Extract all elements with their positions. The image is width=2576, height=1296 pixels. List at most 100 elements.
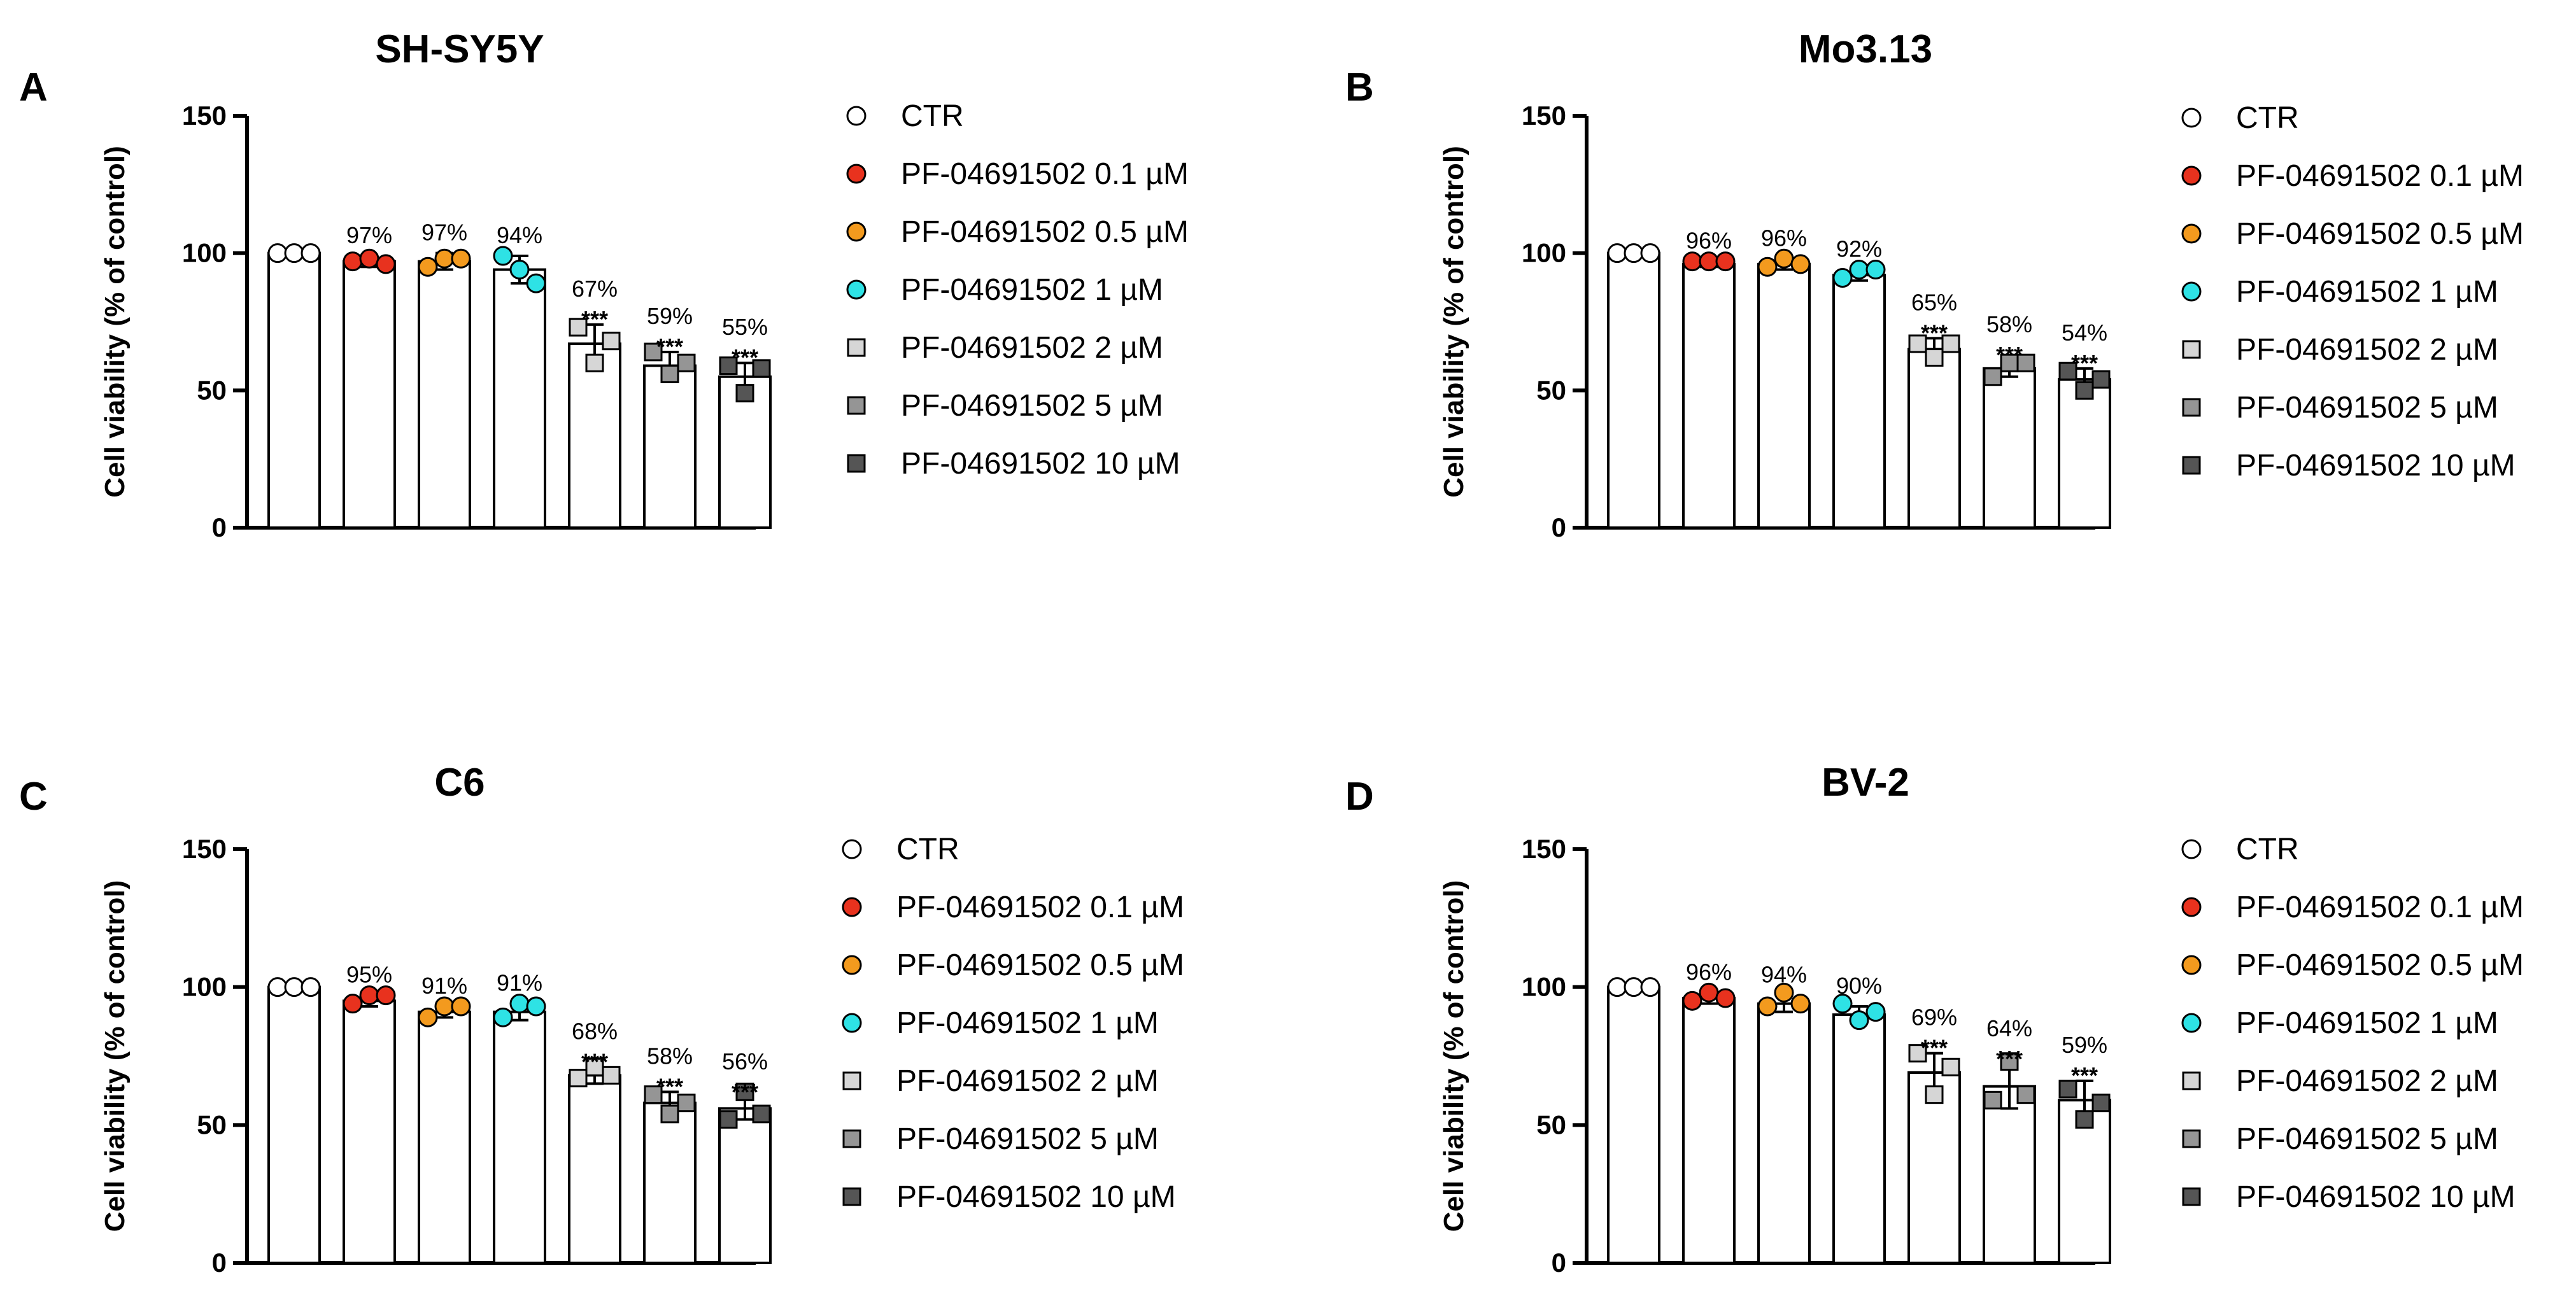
significance-label-5: *** bbox=[1996, 1046, 2023, 1072]
percent-label-2: 94% bbox=[1761, 962, 1807, 988]
y-axis-label: Cell viability (% of control) bbox=[99, 146, 131, 498]
y-tick-label: 50 bbox=[1536, 1109, 1566, 1139]
y-axis-label: Cell viability (% of control) bbox=[1438, 880, 1469, 1232]
legend-label-4: PF-04691502 2 µM bbox=[2236, 333, 2498, 367]
legend-label-6: PF-04691502 10 µM bbox=[901, 447, 1180, 481]
data-point-4-2 bbox=[602, 1066, 621, 1085]
legend-marker-6 bbox=[842, 1187, 861, 1206]
legend-label-4: PF-04691502 2 µM bbox=[896, 1064, 1159, 1098]
data-point-4-1 bbox=[585, 353, 604, 372]
legend-marker-5 bbox=[842, 1129, 861, 1148]
bar-1 bbox=[343, 999, 396, 1265]
data-point-0-1 bbox=[284, 977, 304, 997]
data-point-4-0 bbox=[569, 1069, 588, 1088]
percent-label-1: 96% bbox=[1686, 959, 1732, 985]
data-point-4-0 bbox=[1908, 334, 1927, 353]
significance-label-6: *** bbox=[732, 1079, 758, 1105]
legend-marker-3 bbox=[842, 1013, 862, 1033]
data-point-3-0 bbox=[1832, 267, 1853, 288]
panel-label: B bbox=[1345, 66, 1374, 109]
legend-label-0: CTR bbox=[2236, 833, 2299, 866]
bar-2 bbox=[1757, 262, 1811, 529]
legend-marker-1 bbox=[842, 897, 862, 917]
data-point-5-2 bbox=[677, 353, 696, 372]
data-point-1-1 bbox=[1699, 251, 1719, 272]
data-point-4-0 bbox=[1908, 1044, 1927, 1063]
panel-label: D bbox=[1345, 775, 1374, 819]
legend-marker-1 bbox=[846, 164, 867, 184]
data-point-4-2 bbox=[1941, 334, 1960, 353]
legend-label-6: PF-04691502 10 µM bbox=[2236, 1180, 2516, 1214]
data-point-3-2 bbox=[526, 273, 546, 293]
bar-2 bbox=[418, 1010, 471, 1264]
data-point-5-0 bbox=[1983, 1090, 2002, 1109]
legend-marker-6 bbox=[847, 454, 866, 473]
bar-0 bbox=[1607, 251, 1660, 529]
percent-label-5: 58% bbox=[647, 1043, 693, 1069]
data-point-4-1 bbox=[1925, 348, 1944, 367]
significance-label-6: *** bbox=[732, 344, 758, 370]
bar-6 bbox=[2058, 378, 2111, 530]
bar-5 bbox=[1983, 367, 2036, 529]
legend-marker-6 bbox=[2182, 456, 2201, 475]
data-point-4-2 bbox=[1941, 1057, 1960, 1076]
legend-label-0: CTR bbox=[2236, 101, 2299, 135]
panel-d: D BV-2 Cell viability (% of control) 0 50 100… bbox=[1345, 761, 2524, 1278]
legend-marker-6 bbox=[2182, 1187, 2201, 1206]
panel-b: B Mo3.13 Cell viability (% of control) 0 50 1… bbox=[1345, 27, 2524, 542]
chart-title: Mo3.13 bbox=[1799, 27, 1932, 71]
data-point-3-0 bbox=[1832, 994, 1853, 1014]
percent-label-5: 58% bbox=[1986, 311, 2032, 337]
significance-label-4: *** bbox=[1921, 1035, 1948, 1061]
y-axis-label: Cell viability (% of control) bbox=[99, 880, 131, 1232]
data-point-2-2 bbox=[451, 996, 471, 1017]
panel-label: C bbox=[19, 775, 48, 819]
significance-label-6: *** bbox=[2071, 1062, 2098, 1088]
data-point-5-2 bbox=[2016, 1085, 2035, 1104]
data-point-1-0 bbox=[343, 994, 363, 1014]
data-point-6-1 bbox=[2075, 381, 2094, 400]
significance-label-5: *** bbox=[1996, 342, 2023, 368]
legend-label-3: PF-04691502 1 µM bbox=[901, 273, 1163, 307]
bar-0 bbox=[267, 985, 321, 1264]
legend-marker-2 bbox=[846, 222, 867, 242]
bar-4 bbox=[1907, 348, 1961, 530]
data-point-4-2 bbox=[602, 332, 621, 351]
legend: CTR PF-04691502 0.1 µM PF-04691502 0.5 µM P… bbox=[2181, 833, 2524, 1214]
legend: CTR PF-04691502 0.1 µM PF-04691502 0.5 µM P… bbox=[2181, 101, 2524, 482]
data-point-6-2 bbox=[2091, 1094, 2111, 1113]
legend-label-5: PF-04691502 5 µM bbox=[901, 389, 1163, 423]
legend-marker-2 bbox=[842, 955, 862, 975]
data-point-1-2 bbox=[1715, 251, 1736, 272]
data-point-6-2 bbox=[752, 1104, 771, 1123]
data-point-2-2 bbox=[1790, 994, 1811, 1014]
bar-4 bbox=[568, 1074, 621, 1265]
data-point-6-0 bbox=[719, 356, 738, 376]
y-tick-label: 50 bbox=[1536, 375, 1566, 405]
legend-label-1: PF-04691502 0.1 µM bbox=[2236, 891, 2524, 924]
legend-label-5: PF-04691502 5 µM bbox=[896, 1122, 1159, 1156]
legend: CTR PF-04691502 0.1 µM PF-04691502 0.5 µM P… bbox=[846, 99, 1189, 481]
data-point-0-0 bbox=[1607, 977, 1627, 997]
data-point-0-2 bbox=[301, 243, 321, 264]
data-point-5-0 bbox=[1983, 367, 2002, 386]
data-point-1-1 bbox=[359, 248, 379, 269]
legend-marker-2 bbox=[2181, 955, 2202, 975]
data-point-2-1 bbox=[1774, 982, 1794, 1003]
percent-label-4: 68% bbox=[572, 1018, 618, 1044]
legend-label-1: PF-04691502 0.1 µM bbox=[896, 891, 1184, 924]
data-point-6-1 bbox=[735, 1082, 754, 1101]
legend-marker-0 bbox=[2181, 108, 2202, 128]
bar-5 bbox=[1983, 1085, 2036, 1264]
legend-label-6: PF-04691502 10 µM bbox=[2236, 449, 2516, 482]
bar-3 bbox=[493, 268, 546, 529]
percent-label-6: 55% bbox=[722, 314, 768, 340]
y-tick-label: 50 bbox=[197, 1109, 227, 1139]
legend-marker-0 bbox=[846, 106, 867, 126]
data-point-1-1 bbox=[1699, 982, 1719, 1003]
data-point-0-0 bbox=[267, 243, 288, 264]
bar-4 bbox=[1907, 1071, 1961, 1264]
legend-label-0: CTR bbox=[901, 99, 964, 133]
data-point-5-2 bbox=[2016, 353, 2035, 372]
data-point-6-0 bbox=[2058, 362, 2077, 381]
